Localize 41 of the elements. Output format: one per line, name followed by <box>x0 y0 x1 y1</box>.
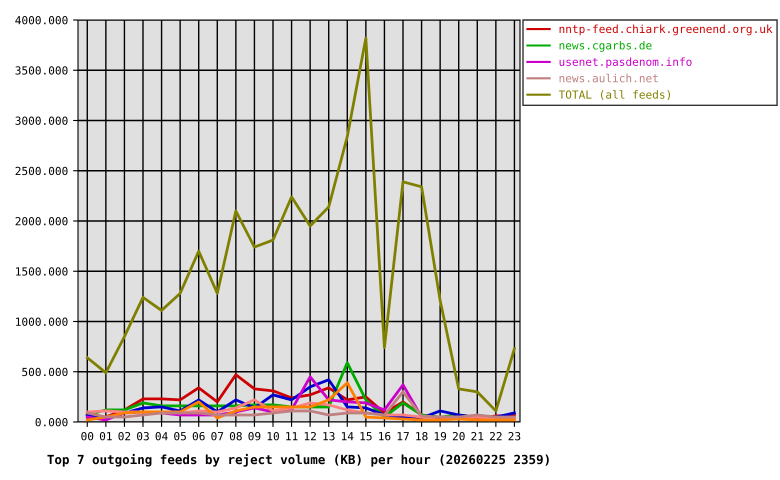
x-tick-label: 03 <box>137 432 149 440</box>
x-tick-label: 08 <box>230 432 242 440</box>
legend-label: usenet.pasdenom.info <box>560 57 692 68</box>
line-series <box>86 36 516 412</box>
y-tick-label: 3500.000 <box>16 66 68 75</box>
x-tick-label: 18 <box>416 432 428 440</box>
x-tick-label: 05 <box>174 432 186 440</box>
x-tick-label: 16 <box>379 432 390 440</box>
x-tick-label: 15 <box>360 432 372 440</box>
legend-label: news.cgarbs.de <box>560 40 652 52</box>
x-tick-label: 01 <box>100 432 112 440</box>
x-tick-label: 07 <box>211 432 224 440</box>
y-tick-label: 0.000 <box>36 418 68 426</box>
x-tick-label: 06 <box>192 432 205 440</box>
x-tick-label: 22 <box>490 432 502 440</box>
x-tick-label: 17 <box>398 432 409 440</box>
line-series <box>86 390 516 418</box>
x-tick-label: 00 <box>81 432 94 440</box>
x-tick-label: 13 <box>323 432 335 440</box>
y-tick-label: 4000.000 <box>15 16 68 24</box>
x-tick-label: 19 <box>434 432 446 440</box>
legend-label: news.aulich.net <box>560 74 658 82</box>
y-tick-label: 500.000 <box>22 368 68 376</box>
y-tick-label: 2500.000 <box>16 166 68 176</box>
x-tick-label: 04 <box>156 432 168 440</box>
x-tick-label: 11 <box>286 432 298 440</box>
legend-label: nntp-feed.chiark.greenend.org.uk <box>560 24 772 36</box>
x-tick-label: 23 <box>508 432 520 440</box>
y-tick-label: 1500.000 <box>16 267 68 276</box>
x-tick-label: 09 <box>248 432 260 440</box>
x-tick-label: 20 <box>452 432 465 440</box>
y-tick-label: 2000.000 <box>16 217 68 226</box>
x-tick-label: 10 <box>268 432 279 440</box>
x-tick-label: 02 <box>118 432 130 440</box>
x-tick-label: 12 <box>304 432 316 440</box>
y-tick-label: 3000.000 <box>16 116 68 125</box>
text: Top 7 outgoing feeds by reject volume (KB) per hour (20260225 2359) <box>47 454 549 467</box>
legend-label: TOTAL (all feeds) <box>558 90 670 100</box>
x-tick-label: 14 <box>342 432 354 440</box>
x-tick-label: 21 <box>471 432 484 440</box>
y-tick-label: 1000.000 <box>16 318 68 326</box>
